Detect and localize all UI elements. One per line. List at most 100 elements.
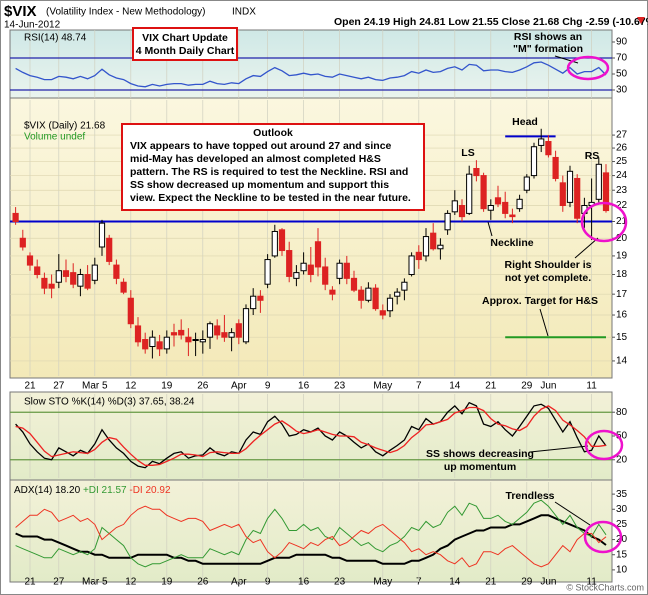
down-arrow (637, 17, 645, 24)
y-tick-label: 15 (616, 332, 628, 343)
y-tick-label: 80 (616, 407, 628, 418)
y-tick-label: 14 (616, 356, 628, 367)
candle-body (214, 325, 221, 336)
annotation: Outlook (253, 127, 293, 139)
y-tick-label: 22 (616, 200, 628, 211)
candle-body (300, 262, 307, 272)
y-tick-label: 25 (616, 156, 628, 167)
candle-body (430, 232, 437, 250)
candle-body (127, 297, 134, 325)
candle-body (84, 274, 91, 289)
candle-body (422, 236, 430, 257)
candle-body (437, 244, 444, 250)
candle-body (178, 329, 185, 336)
x-tick-label: 11 (586, 577, 597, 588)
candle-body (163, 336, 170, 350)
candle-body (235, 323, 242, 338)
candle-body (271, 230, 278, 257)
annotation: SS shows decreasing (426, 448, 534, 460)
annotation: "M" formation (513, 43, 583, 55)
date: 14-Jun-2012 (4, 20, 61, 31)
candle-body (358, 289, 365, 301)
y-tick-label: 50 (616, 69, 628, 80)
x-tick-label: 21 (485, 577, 497, 588)
candle-body (451, 200, 458, 213)
highlight (566, 55, 610, 81)
x-tick-label: 16 (298, 381, 310, 392)
y-tick-label: 20 (616, 233, 628, 244)
y-tick-label: 15 (616, 549, 628, 560)
y-tick-label: 50 (616, 431, 628, 442)
exchange: INDX (232, 7, 256, 18)
candle-body (487, 205, 494, 211)
annotation: not yet complete. (505, 272, 591, 284)
rsi-panel (9, 29, 613, 99)
annotation: RSI shows an (514, 31, 582, 43)
candle-body (12, 212, 19, 223)
candle-body (185, 336, 192, 343)
annotation: 4 Month Daily Chart (136, 45, 235, 57)
candle-body (206, 323, 214, 338)
candle-body (480, 175, 487, 210)
candle-body (228, 332, 235, 338)
candle-body (314, 241, 322, 268)
arrow (554, 55, 579, 64)
y-tick-label: 20 (616, 454, 628, 465)
x-tick-label: 23 (334, 577, 346, 588)
x-tick-label: May (373, 577, 392, 588)
y-tick-label: 19 (616, 251, 628, 262)
x-tick-label: 16 (298, 577, 310, 588)
candle-body (559, 182, 566, 207)
x-tick-label: 21 (485, 381, 497, 392)
candle-body (466, 173, 473, 214)
x-tick-label: 11 (586, 381, 597, 392)
x-tick-label: Mar 5 (82, 577, 108, 588)
y-tick-label: 30 (616, 85, 628, 96)
panel-title: $VIX (Daily) 21.68 (24, 121, 106, 132)
candle-body (307, 264, 314, 276)
candle-body (77, 274, 84, 287)
candle-body (552, 156, 559, 179)
y-tick-label: 25 (616, 519, 628, 530)
panel-title: Slow STO %K(14) %D(3) 37.65, 38.24 (24, 397, 195, 408)
y-tick-label: 21 (616, 216, 628, 227)
annotation: mid-May has developed an almost complete… (130, 153, 381, 165)
x-tick-label: 14 (449, 381, 461, 392)
panel-subtitle: Volume undef (24, 132, 85, 143)
highlight (584, 429, 624, 461)
annotation: Approx. Target for H&S (482, 295, 598, 307)
x-tick-label: Mar 5 (82, 381, 108, 392)
candle-body (602, 172, 610, 212)
y-tick-label: 26 (616, 143, 628, 154)
x-tick-label: 19 (161, 577, 173, 588)
candle-body (113, 264, 120, 279)
panel-title: ADX(14) 18.20 +DI 21.57 -DI 20.92 (14, 485, 171, 496)
annotation: Neckline (490, 237, 533, 249)
annotation: VIX appears to have topped out around 27… (130, 140, 392, 152)
candle-body (62, 270, 70, 277)
legend-entry: -DI 20.92 (129, 485, 171, 496)
candle-body (264, 259, 271, 285)
arrow (574, 237, 599, 259)
x-tick-label: 12 (125, 577, 137, 588)
annotation: LS (461, 147, 474, 159)
candle-body (458, 205, 466, 218)
y-tick-label: 18 (616, 269, 628, 280)
y-tick-label: 24 (616, 170, 628, 181)
y-tick-label: 35 (616, 489, 628, 500)
x-tick-label: 29 (521, 577, 533, 588)
annotation: pattern. The RS is required to test the … (130, 166, 408, 178)
candle-body (134, 325, 142, 343)
candle-body (365, 287, 372, 301)
annotation: SS show decreased up momentum and suppor… (130, 179, 389, 191)
arrow (487, 221, 493, 237)
candle-body (595, 163, 602, 200)
x-tick-label: 27 (53, 381, 65, 392)
candle-body (26, 255, 34, 266)
candle-body (286, 250, 293, 277)
arrow (529, 445, 589, 453)
candle-body (48, 283, 55, 289)
x-tick-label: 27 (53, 577, 65, 588)
arrow (539, 308, 549, 337)
